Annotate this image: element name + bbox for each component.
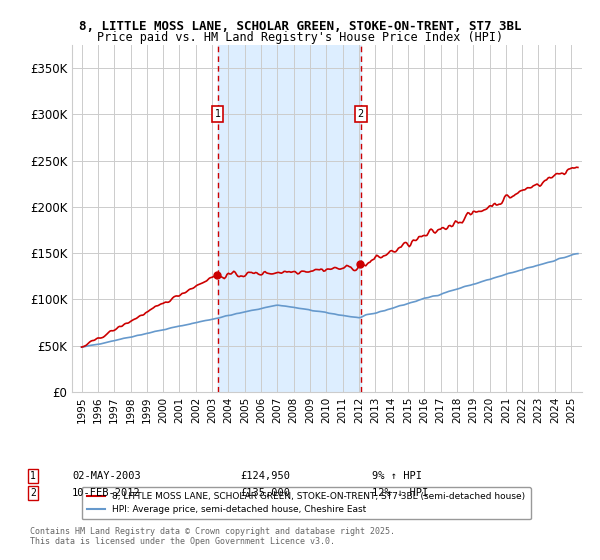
Text: 1: 1 <box>30 471 36 481</box>
Text: Contains HM Land Registry data © Crown copyright and database right 2025.
This d: Contains HM Land Registry data © Crown c… <box>30 526 395 546</box>
Text: £124,950: £124,950 <box>240 471 290 481</box>
Text: 8, LITTLE MOSS LANE, SCHOLAR GREEN, STOKE-ON-TRENT, ST7 3BL: 8, LITTLE MOSS LANE, SCHOLAR GREEN, STOK… <box>79 20 521 32</box>
Text: 9% ↑ HPI: 9% ↑ HPI <box>372 471 422 481</box>
Text: 2: 2 <box>30 488 36 498</box>
Text: 10-FEB-2012: 10-FEB-2012 <box>72 488 141 498</box>
Text: 12% ↓ HPI: 12% ↓ HPI <box>372 488 428 498</box>
Legend: 8, LITTLE MOSS LANE, SCHOLAR GREEN, STOKE-ON-TRENT, ST7 3BL (semi-detached house: 8, LITTLE MOSS LANE, SCHOLAR GREEN, STOK… <box>82 487 531 520</box>
Text: 02-MAY-2003: 02-MAY-2003 <box>72 471 141 481</box>
Text: £135,000: £135,000 <box>240 488 290 498</box>
Text: 2: 2 <box>358 109 364 119</box>
Text: 1: 1 <box>214 109 221 119</box>
Text: Price paid vs. HM Land Registry's House Price Index (HPI): Price paid vs. HM Land Registry's House … <box>97 31 503 44</box>
Bar <box>218 45 361 392</box>
